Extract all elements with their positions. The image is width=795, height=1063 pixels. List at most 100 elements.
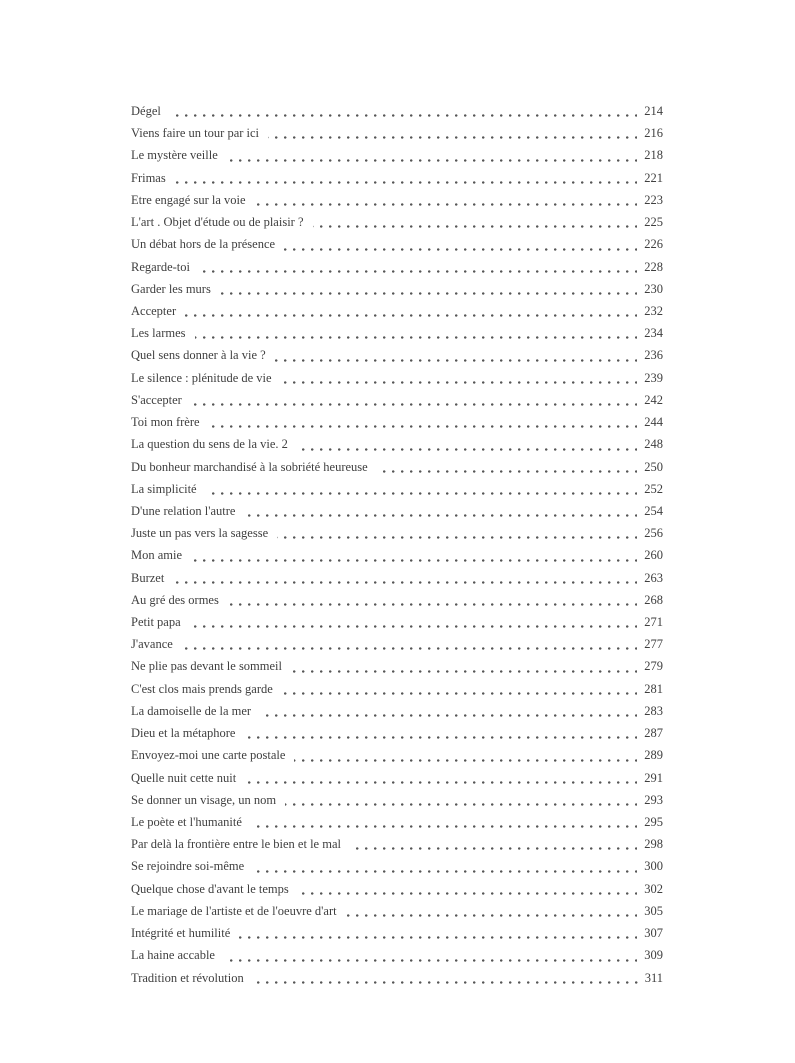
toc-entry-page-number: 228 bbox=[637, 255, 663, 278]
toc-entry: Accepter 232 bbox=[131, 299, 663, 323]
toc-entry-title: La question du sens de la vie. 2 bbox=[131, 433, 297, 456]
dot-leader bbox=[131, 847, 663, 851]
dot-leader bbox=[131, 914, 663, 918]
toc-entry-title: Toi mon frère bbox=[131, 411, 209, 434]
toc-entry: L'art . Objet d'étude ou de plaisir ? 22… bbox=[131, 211, 663, 234]
dot-leader bbox=[131, 380, 663, 384]
toc-entry-page-number: 279 bbox=[637, 655, 663, 678]
toc-entry-title: Quelque chose d'avant le temps bbox=[131, 877, 298, 900]
toc-entry: Quelle nuit cette nuit 291 bbox=[131, 766, 663, 789]
dot-leader bbox=[131, 625, 663, 629]
toc-entry-title: Frimas bbox=[131, 166, 175, 189]
toc-entry-title: L'art . Objet d'étude ou de plaisir ? bbox=[131, 211, 313, 234]
toc-entry-page-number: 214 bbox=[637, 100, 663, 123]
toc-entry-title: La damoiselle de la mer bbox=[131, 699, 261, 723]
toc-entry: Etre engagé sur la voie 223 bbox=[131, 188, 663, 212]
table-of-contents: Dégel 214 Viens faire un tour par ici 21… bbox=[131, 100, 663, 989]
toc-entry-page-number: 244 bbox=[637, 411, 663, 434]
dot-leader bbox=[131, 558, 663, 562]
toc-entry-page-number: 268 bbox=[637, 588, 663, 612]
dot-leader bbox=[131, 269, 663, 273]
toc-entry-page-number: 293 bbox=[637, 788, 663, 812]
toc-entry-page-number: 263 bbox=[637, 566, 663, 589]
dot-leader bbox=[131, 425, 663, 429]
toc-entry: La haine accable 309 bbox=[131, 944, 663, 967]
toc-entry-page-number: 234 bbox=[637, 322, 663, 345]
toc-entry: Envoyez-moi une carte postale 289 bbox=[131, 744, 663, 767]
toc-entry-page-number: 298 bbox=[637, 833, 663, 856]
toc-entry: Petit papa 271 bbox=[131, 611, 663, 634]
toc-entry-title: Quelle nuit cette nuit bbox=[131, 766, 246, 789]
toc-entry-title: Se donner un visage, un nom bbox=[131, 788, 286, 812]
toc-entry: Burzet 263 bbox=[131, 566, 663, 589]
dot-leader bbox=[131, 603, 663, 607]
toc-entry-page-number: 239 bbox=[637, 366, 663, 389]
toc-entry-title: Viens faire un tour par ici bbox=[131, 122, 269, 145]
toc-entry-title: Regarde-toi bbox=[131, 255, 200, 278]
dot-leader bbox=[131, 758, 663, 762]
toc-entry-title: Le silence : plénitude de vie bbox=[131, 366, 281, 389]
toc-entry: Quelque chose d'avant le temps 302 bbox=[131, 877, 663, 900]
toc-entry-page-number: 252 bbox=[637, 477, 663, 500]
toc-entry-page-number: 260 bbox=[637, 544, 663, 567]
dot-leader bbox=[131, 403, 663, 407]
toc-entry: Se rejoindre soi-même 300 bbox=[131, 855, 663, 878]
toc-entry: Dieu et la métaphore 287 bbox=[131, 722, 663, 745]
dot-leader bbox=[131, 936, 663, 940]
toc-entry-page-number: 254 bbox=[637, 499, 663, 523]
toc-entry: La damoiselle de la mer 283 bbox=[131, 699, 663, 723]
toc-entry-title: La simplicité bbox=[131, 477, 206, 500]
toc-entry-page-number: 242 bbox=[637, 388, 663, 412]
toc-entry-title: Le poète et l'humanité bbox=[131, 811, 251, 834]
toc-entry-page-number: 295 bbox=[637, 811, 663, 834]
toc-entry: La simplicité 252 bbox=[131, 477, 663, 500]
toc-entry-title: Se rejoindre soi-même bbox=[131, 855, 254, 878]
toc-entry: Les larmes 234 bbox=[131, 322, 663, 345]
dot-leader bbox=[131, 536, 663, 540]
toc-entry-title: Par delà la frontière entre le bien et l… bbox=[131, 833, 350, 856]
toc-entry-page-number: 236 bbox=[637, 344, 663, 367]
toc-entry-title: Accepter bbox=[131, 299, 186, 323]
toc-entry-page-number: 283 bbox=[637, 699, 663, 723]
toc-entry: La question du sens de la vie. 2 248 bbox=[131, 433, 663, 456]
toc-entry-page-number: 248 bbox=[637, 433, 663, 456]
dot-leader bbox=[131, 114, 663, 118]
toc-entry-page-number: 305 bbox=[637, 899, 663, 923]
toc-entry-page-number: 287 bbox=[637, 722, 663, 745]
toc-entry-title: Un débat hors de la présence bbox=[131, 233, 285, 256]
dot-leader bbox=[131, 291, 663, 295]
toc-entry: Au gré des ormes 268 bbox=[131, 588, 663, 612]
toc-entry-page-number: 311 bbox=[637, 966, 663, 989]
toc-entry-title: S'accepter bbox=[131, 388, 191, 412]
toc-entry-title: Du bonheur marchandisé à la sobriété heu… bbox=[131, 455, 377, 478]
toc-entry-page-number: 300 bbox=[637, 855, 663, 878]
dot-leader bbox=[131, 314, 663, 318]
toc-entry: Ne plie pas devant le sommeil 279 bbox=[131, 655, 663, 678]
toc-entry: Toi mon frère 244 bbox=[131, 411, 663, 434]
toc-entry-title: Le mystère veille bbox=[131, 144, 227, 167]
dot-leader bbox=[131, 336, 663, 340]
toc-entry-page-number: 289 bbox=[637, 744, 663, 767]
toc-entry-title: Burzet bbox=[131, 566, 174, 589]
toc-entry: Se donner un visage, un nom 293 bbox=[131, 788, 663, 812]
toc-entry: C'est clos mais prends garde 281 bbox=[131, 677, 663, 700]
dot-leader bbox=[131, 891, 663, 895]
toc-entry-title: Dieu et la métaphore bbox=[131, 722, 245, 745]
dot-leader bbox=[131, 469, 663, 473]
toc-entry-title: Garder les murs bbox=[131, 277, 220, 300]
dot-leader bbox=[131, 825, 663, 829]
dot-leader bbox=[131, 136, 663, 140]
dot-leader bbox=[131, 580, 663, 584]
toc-entry-page-number: 256 bbox=[637, 522, 663, 545]
toc-entry-title: Ne plie pas devant le sommeil bbox=[131, 655, 292, 678]
toc-entry-page-number: 232 bbox=[637, 299, 663, 323]
toc-entry-page-number: 302 bbox=[637, 877, 663, 900]
toc-entry-title: D'une relation l'autre bbox=[131, 499, 245, 523]
toc-entry-page-number: 291 bbox=[637, 766, 663, 789]
toc-entry: Intégrité et humilité 307 bbox=[131, 922, 663, 945]
toc-entry: Regarde-toi 228 bbox=[131, 255, 663, 278]
toc-entry: Frimas 221 bbox=[131, 166, 663, 189]
toc-entry-page-number: 277 bbox=[637, 633, 663, 656]
toc-entry-title: Dégel bbox=[131, 100, 170, 123]
